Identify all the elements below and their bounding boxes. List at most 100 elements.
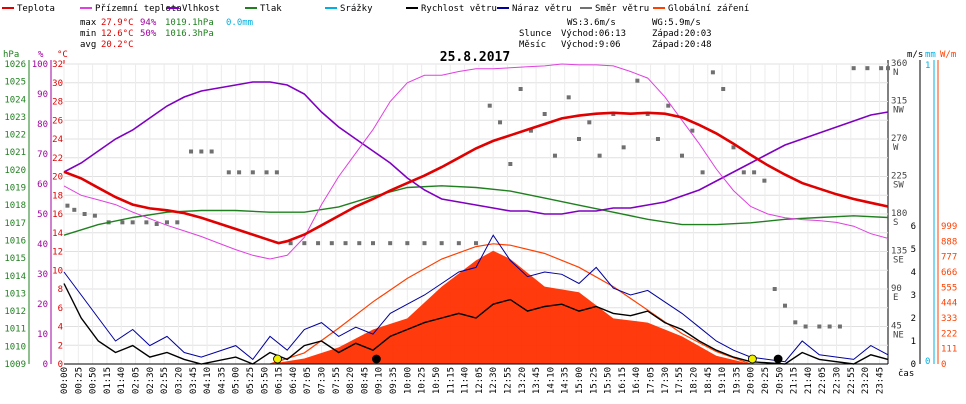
wind-dir-point xyxy=(817,324,822,329)
dir-tick-name: E xyxy=(893,293,898,303)
wm-tick: 222 xyxy=(941,329,957,339)
chart-title: 25.8.2017 xyxy=(440,50,510,65)
pct-tick: 10 xyxy=(37,330,48,340)
dir-tick-name: SE xyxy=(893,256,904,266)
x-tick-label: 23:20 xyxy=(861,367,871,394)
hpa-tick: 1023 xyxy=(4,113,26,123)
wind-dir-point xyxy=(710,70,715,75)
mm-axis-title: mm xyxy=(925,50,936,60)
temp-tick: 30 xyxy=(52,79,63,89)
ms-tick: 1 xyxy=(911,337,916,347)
left-axes: hPa% °C1009101010111012101310141015101610… xyxy=(3,50,68,370)
mm-tick: 1 xyxy=(925,61,930,71)
wind-dir-point xyxy=(316,241,321,246)
temp-tick: 22 xyxy=(52,154,63,164)
wind-dir-point xyxy=(343,241,348,246)
wind-dir-point xyxy=(144,220,149,225)
wind-dir-point xyxy=(65,203,70,208)
x-tick-label: 12:55 xyxy=(503,367,513,394)
sunset-marker xyxy=(747,354,757,364)
x-tick-label: 18:20 xyxy=(689,367,699,394)
x-tick-label: 12:05 xyxy=(475,367,485,394)
x-tick-label: 20:25 xyxy=(761,367,771,394)
x-tick-label: 00:50 xyxy=(89,367,99,394)
wm-axis-title: W/m xyxy=(940,50,956,60)
pct-tick: 90 xyxy=(37,90,48,100)
wind-dir-point xyxy=(92,213,97,218)
legend: Teplota Přízemní teplota Vlhkost Tlak Srážky… xyxy=(2,4,749,14)
x-tick-label: 19:10 xyxy=(718,367,728,394)
wind-dir-point xyxy=(498,120,503,125)
x-tick-label: 07:55 xyxy=(332,367,342,394)
wind-dir-point xyxy=(250,170,255,175)
x-tick-label: 14:10 xyxy=(546,367,556,394)
temp-tick: 0 xyxy=(58,360,63,370)
hpa-tick: 1024 xyxy=(4,95,26,105)
x-tick-label: 11:15 xyxy=(446,367,456,394)
hpa-tick: 1018 xyxy=(4,201,26,211)
wind-dir-point xyxy=(783,303,787,308)
dir-tick-name: S xyxy=(893,218,898,228)
dir-tick-name: SW xyxy=(893,181,904,191)
wm-tick: 111 xyxy=(941,345,957,355)
wind-dir-point xyxy=(587,120,592,125)
dir-tick-deg: 45 xyxy=(891,322,902,332)
wind-dir-point xyxy=(762,178,767,183)
x-tick-label: 00:00 xyxy=(60,367,70,394)
wind-dir-point xyxy=(597,153,602,158)
wind-dir-point xyxy=(731,145,736,150)
wind-dir-point xyxy=(302,241,307,246)
plot-area xyxy=(63,63,890,365)
wind-dir-point xyxy=(566,95,571,100)
wind-dir-point xyxy=(487,103,492,108)
wind-dir-point xyxy=(422,241,427,246)
x-tick-label: 10:00 xyxy=(403,367,413,394)
ms-tick: 5 xyxy=(911,245,916,255)
legend-label: Rychlost větru xyxy=(421,4,497,14)
temp-tick: 28 xyxy=(52,98,63,108)
wind-dir-point xyxy=(189,149,194,154)
wind-dir-point xyxy=(357,241,362,246)
x-tick-label: 23:45 xyxy=(875,367,885,394)
x-tick-label: 02:55 xyxy=(160,367,170,394)
x-tick-label: 14:35 xyxy=(561,367,571,394)
wind-dir-point xyxy=(865,66,870,71)
wind-dir-point xyxy=(175,220,180,225)
wind-dir-point xyxy=(439,241,444,246)
temp-tick: 6 xyxy=(58,304,63,314)
hpa-tick: 1011 xyxy=(4,325,26,335)
pressure-line xyxy=(63,185,889,236)
x-tick-label: 15:25 xyxy=(589,367,599,394)
moon-label: Měsíc xyxy=(519,40,546,50)
wind-dir-point xyxy=(666,103,671,108)
moon-set: Západ:20:48 xyxy=(652,40,712,50)
wind-dir-point xyxy=(542,112,547,116)
stat-avg-temp: 20.2°C xyxy=(101,40,134,50)
ground-temp-line xyxy=(63,63,889,260)
ms-tick: 0 xyxy=(911,360,916,370)
dir-tick-deg: 180 xyxy=(891,209,907,219)
temp-tick: 26 xyxy=(52,116,63,126)
temperature-line xyxy=(63,111,889,245)
x-tick-label: 20:50 xyxy=(775,367,785,394)
hpa-tick: 1012 xyxy=(4,307,26,317)
ms-axis-title: m/s xyxy=(907,50,923,60)
x-tick-label: 22:05 xyxy=(818,367,828,394)
wind-dir-point xyxy=(772,287,777,291)
wind-dir-point xyxy=(130,220,135,225)
x-tick-label: 11:40 xyxy=(461,367,471,394)
legend-label: Směr větru xyxy=(595,4,649,14)
stat-min-press: 1016.3hPa xyxy=(165,29,214,39)
pct-tick: 70 xyxy=(37,150,48,160)
wind-dir-point xyxy=(165,220,169,225)
temp-tick: 10 xyxy=(52,266,63,276)
hpa-tick: 1021 xyxy=(4,148,26,158)
legend-label: Globální záření xyxy=(668,4,749,14)
wm-tick: 888 xyxy=(941,237,957,247)
temp-tick: 4 xyxy=(58,323,63,333)
wind-dir-point xyxy=(886,66,890,71)
x-tick-label: 03:45 xyxy=(189,367,199,394)
legend-label: Přízemní teplota xyxy=(95,4,182,14)
temp-tick: 8 xyxy=(58,285,63,295)
